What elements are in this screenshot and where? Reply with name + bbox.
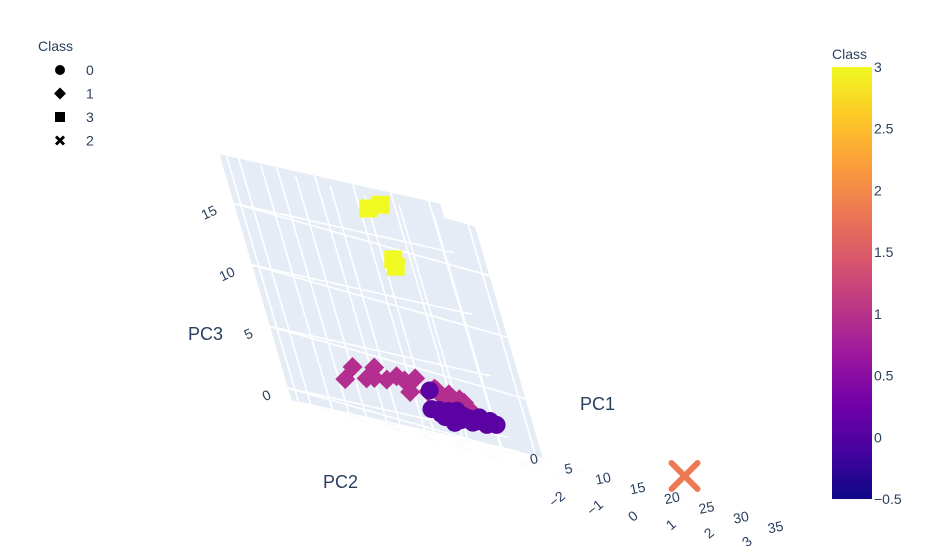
tick-label-pc3: 10 [216,263,237,284]
marker-class-0 [487,415,506,434]
gridline-pc2-floor [310,403,567,478]
marker-class-1 [364,367,385,388]
gridline-pc1-left [260,165,334,413]
gridline-pc2-back [427,200,502,448]
tick-label-pc2: 2 [701,524,717,541]
gridline-pc1-left [225,156,300,403]
legend-item[interactable]: 2 [54,133,94,149]
data-markers [335,195,701,493]
gridline-pc2-floor [462,437,719,512]
colorbar-tick-label: 1.5 [874,244,894,260]
gridline-pc2-back [275,166,350,414]
gridline-pc3-left [269,325,526,400]
legend-item-label: 2 [86,133,94,149]
gridline-pc3-left [251,264,508,338]
colorbar-gradient [832,67,872,499]
marker-class-1 [364,357,385,378]
tick-label-pc1: 10 [594,469,613,488]
tick-label-pc3: 15 [198,202,219,223]
tick-label-pc1: 20 [663,488,682,507]
colorbar-tick-label: −0.5 [874,491,902,507]
gridline-pc2-floor [500,446,757,521]
tick-label-pc2: −1 [584,496,607,519]
gridline-pc3-back [269,325,491,377]
legend-item-label: 0 [86,62,94,78]
scene-walls [219,154,768,522]
gridline-pc2-floor [424,429,681,504]
marker-class-0 [420,381,439,400]
tick-label-pc3: 5 [242,325,256,343]
gridline-pc2-floor [386,420,643,495]
legend-item[interactable]: 1 [54,86,94,102]
gridline-pc3-left [233,202,490,277]
colorbar-tick-label: 2 [874,182,882,198]
legend: Class 0 1 3 2 [38,38,94,149]
tick-label-pc2: −2 [546,488,569,511]
marker-class-1 [405,368,426,389]
legend-title: Class [38,38,73,54]
colorbar-tick-label: 1 [874,306,882,322]
gridline-pc3-left [287,387,544,461]
gridline-pc1-left [329,185,403,432]
tick-label-pc1: 15 [628,478,647,497]
pc2-axis-title: PC2 [323,472,358,492]
marker-class-1 [342,357,363,378]
tick-label-pc2: 3 [739,533,755,546]
gridline-pc2-floor [348,412,605,487]
diamond-icon [54,87,66,100]
gridline-pc1-left [294,175,369,423]
tick-label-pc1: 35 [766,517,785,536]
colorbar-title: Class [832,46,867,62]
legend-item-label: 3 [86,109,94,125]
legend-item-label: 1 [86,86,94,102]
pc3-axis-title: PC3 [188,324,223,344]
tick-label-pc2: 0 [625,507,641,524]
colorbar-tick-label: 2.5 [874,121,894,137]
marker-class-3 [386,257,405,276]
colorbar: Class 3 2.5 2 1.5 1 0.5 0 −0.5 [832,46,902,507]
colorbar-tick-label: 0.5 [874,368,894,384]
x-icon [54,135,66,146]
gridline-pc3-back [233,202,455,254]
gridline-pc1-left [363,195,438,442]
colorbar-tick-label: 3 [874,59,882,75]
tick-label-pc1: 25 [697,498,716,517]
scene-gridlines [225,156,761,521]
tick-label-pc1: 5 [563,460,574,477]
tick-label-pc3: 0 [260,386,274,404]
colorbar-tick-label: 0 [874,429,882,445]
gridline-pc3-back [251,264,473,316]
square-icon [55,112,65,122]
pc1-axis-title: PC1 [580,394,615,414]
tick-label-pc1: 0 [528,450,539,467]
marker-class-3 [371,195,390,214]
tick-label-pc2: 1 [663,516,679,533]
gridline-pc2-back [237,158,312,405]
wall-left [219,154,547,473]
gridline-pc1-left [467,224,541,471]
tick-label-pc1: 30 [732,508,751,527]
legend-item[interactable]: 3 [55,109,94,125]
marker-class-2 [668,460,701,493]
legend-item[interactable]: 0 [55,62,94,78]
circle-icon [55,65,65,75]
gridline-pc1-floor [539,469,761,521]
